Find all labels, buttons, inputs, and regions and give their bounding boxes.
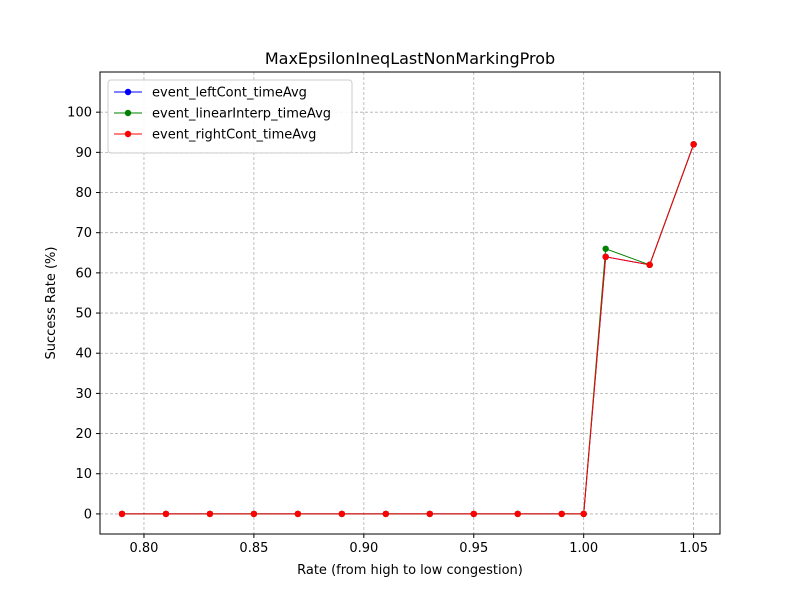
legend-label-2: event_rightCont_timeAvg	[152, 128, 316, 143]
series-point-2	[338, 510, 346, 518]
x-tick-label: 0.95	[459, 541, 488, 556]
y-tick-label: 0	[84, 507, 92, 522]
x-tick-label: 0.85	[239, 541, 268, 556]
legend-box	[107, 79, 353, 154]
series-point-2	[162, 510, 170, 518]
series-point-2	[426, 510, 433, 518]
plot-frame	[99, 71, 721, 535]
series-point-2	[646, 261, 653, 269]
y-tick-label: 90	[75, 146, 92, 161]
series-point-2	[690, 141, 697, 148]
series-point-1	[602, 245, 609, 252]
x-tick-label: 1.05	[679, 541, 708, 556]
chart-title: MaxEpsilonIneqLastNonMarkingProb	[265, 49, 555, 68]
y-tick-label: 40	[75, 347, 92, 362]
legend-label-1: event_linearInterp_timeAvg	[152, 107, 331, 122]
x-axis-label: Rate (from high to low congestion)	[297, 563, 523, 578]
y-tick-label: 10	[75, 467, 92, 482]
series-point-2	[206, 510, 214, 518]
y-tick-label: 70	[75, 226, 92, 241]
series-layer	[118, 141, 697, 518]
y-tick-label: 50	[75, 307, 92, 322]
y-axis-label: Success Rate (%)	[44, 247, 59, 360]
series-line-2	[121, 144, 695, 515]
legend-marker-1	[124, 109, 132, 117]
y-tick-label: 100	[67, 106, 92, 121]
y-tick-label: 20	[75, 427, 92, 442]
series-point-2	[580, 510, 587, 518]
series-point-2	[602, 253, 609, 260]
x-tick-label: 1.00	[569, 541, 598, 556]
series-line-1	[121, 144, 695, 515]
series-point-2	[294, 510, 302, 518]
y-tick-label: 80	[75, 186, 92, 201]
legend-marker-0	[124, 88, 132, 96]
series-point-2	[470, 510, 477, 518]
legend-label-0: event_leftCont_timeAvg	[152, 86, 307, 101]
grid	[100, 72, 720, 534]
y-tick-label: 30	[75, 387, 92, 402]
legend-marker-2	[124, 130, 132, 138]
x-tick-label: 0.80	[129, 541, 158, 556]
ticks: 0.80 0.85 0.90 0.95 1.00 1.05 0 10 20 30 40 50 60 70 8…	[67, 106, 708, 556]
x-tick-label: 0.90	[349, 541, 378, 556]
series-point-2	[382, 510, 390, 518]
series-point-2	[118, 510, 126, 518]
series-point-2	[558, 510, 565, 518]
series-line-0	[121, 144, 695, 515]
legend: event_leftCont_timeAvg event_linearInterp…	[107, 79, 353, 154]
series-point-2	[250, 510, 258, 518]
y-tick-label: 60	[75, 266, 92, 281]
series-point-2	[514, 510, 521, 518]
